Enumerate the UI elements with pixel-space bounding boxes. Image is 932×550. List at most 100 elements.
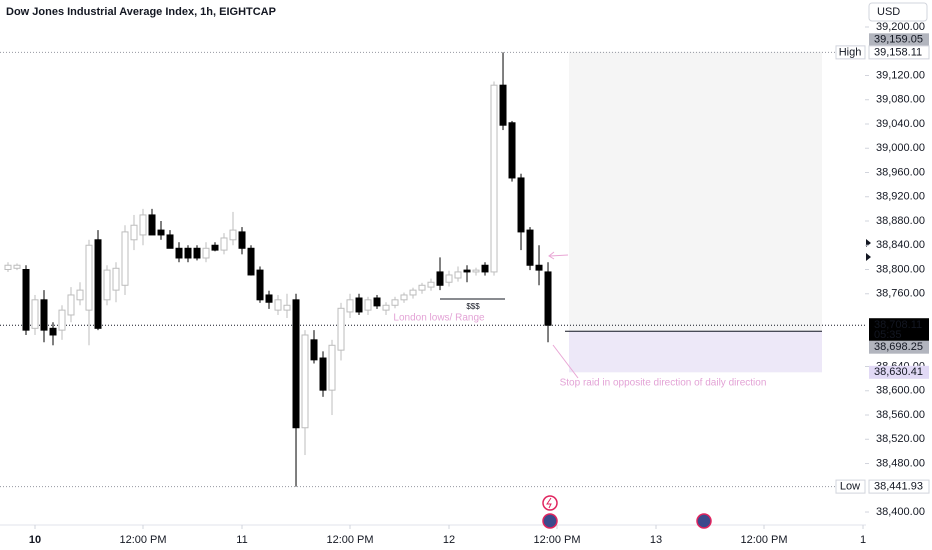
annotation: Stop raid in opposite direction of daily…	[560, 378, 767, 389]
candle-body	[382, 304, 390, 311]
candle-body	[193, 247, 201, 259]
candle-body	[265, 294, 273, 303]
candle-body	[328, 344, 336, 391]
price-badge	[868, 479, 930, 494]
y-tick-label: 38,960.00	[876, 166, 925, 178]
y-tick-label: 39,040.00	[876, 118, 925, 130]
y-tick-label: 39,120.00	[876, 69, 925, 81]
candle-body	[535, 264, 543, 271]
price-tag: Low	[840, 481, 860, 493]
candle-body	[283, 304, 291, 311]
currency[interactable]: USD	[877, 6, 900, 18]
x-tick-label: 12:00 PM	[326, 534, 373, 546]
x-tick-label: 13	[650, 534, 662, 546]
x-tick-label: 12:00 PM	[119, 534, 166, 546]
candle-body	[166, 234, 174, 249]
price-badge-label: 39,159.05	[874, 34, 923, 46]
candle-body	[445, 274, 453, 283]
y-tick-label: 38,920.00	[876, 191, 925, 203]
annotation: London lows/ Range	[393, 313, 485, 324]
price-badge-label: 38,630.41	[874, 366, 923, 378]
chart-title: Dow Jones Industrial Average Index, 1h, …	[6, 6, 276, 18]
currency-box[interactable]	[868, 2, 928, 22]
price-badge	[868, 45, 930, 60]
candle-body	[454, 271, 462, 279]
candle-body	[40, 299, 48, 331]
x-tick-label: 10	[29, 534, 41, 546]
candle-body	[409, 289, 417, 296]
annotation-arrow	[548, 251, 569, 260]
x-tick-label: 1	[860, 534, 866, 546]
price-tag: High	[839, 46, 862, 58]
y-tick-label: 38,800.00	[876, 263, 925, 275]
candle-body	[472, 269, 480, 273]
y-tick-label: 38,480.00	[876, 457, 925, 469]
candle-body	[58, 309, 66, 331]
candle-body	[49, 327, 57, 336]
candle-body	[130, 224, 138, 241]
annotation: $$$	[466, 302, 480, 311]
candle-body	[31, 299, 39, 329]
candle-body	[67, 294, 75, 316]
candle-body	[76, 289, 84, 301]
annotation-pointer	[552, 344, 579, 379]
candle-body	[121, 231, 129, 286]
event-flag[interactable]	[542, 513, 558, 529]
zone	[569, 51, 822, 332]
candle-body	[4, 264, 12, 271]
x-tick-label: 12	[443, 534, 455, 546]
candle-body	[355, 297, 363, 313]
candle-body	[400, 294, 408, 301]
y-tick-label: 38,840.00	[876, 239, 925, 251]
candle-body	[103, 269, 111, 301]
y-tick-label: 39,000.00	[876, 142, 925, 154]
candle-body	[202, 247, 210, 259]
event-bolt	[546, 497, 552, 509]
candle-body	[517, 177, 525, 233]
candle-body	[373, 297, 381, 307]
candle-body	[427, 281, 435, 288]
price-badge	[869, 365, 929, 379]
candle-body	[238, 231, 246, 249]
y-tick-label: 39,200.00	[876, 21, 925, 33]
candle-body	[436, 271, 444, 286]
candle-body	[94, 239, 102, 329]
candle-body	[247, 247, 255, 276]
y-tick-label: 38,520.00	[876, 433, 925, 445]
y-tick-label: 38,880.00	[876, 215, 925, 227]
candle-body	[481, 264, 489, 273]
candle-body	[346, 299, 354, 313]
candle-body	[13, 264, 21, 269]
event-flag[interactable]	[696, 513, 712, 529]
price-badge	[869, 318, 929, 343]
candle-body	[310, 339, 318, 361]
candle-body	[364, 299, 372, 311]
price-badge-label: 39,158.11	[874, 46, 922, 58]
candle-body	[544, 271, 552, 326]
candle-body	[391, 299, 399, 306]
candle-body	[175, 247, 183, 259]
candle-body	[148, 214, 156, 236]
price-badge-label: 38,698.25	[874, 341, 923, 353]
y-tick-label: 38,400.00	[876, 506, 925, 518]
candle-body	[274, 299, 282, 311]
candle-body	[256, 269, 264, 301]
y-tick-label: 38,600.00	[876, 385, 925, 397]
candle-body	[508, 122, 516, 179]
candle-body	[85, 244, 93, 311]
candle-body	[490, 84, 498, 273]
zone	[569, 331, 822, 373]
axis-markers	[866, 239, 871, 261]
countdown: 05:35	[874, 329, 902, 341]
candle-body	[229, 229, 237, 241]
candle-body	[22, 269, 30, 331]
y-tick-label: 39,080.00	[876, 94, 925, 106]
candle-body	[184, 247, 192, 259]
x-tick-label: 11	[236, 534, 247, 546]
candle-body	[499, 84, 507, 126]
x-tick-label: 12:00 PM	[740, 534, 787, 546]
candle-body	[157, 229, 165, 236]
price-badge	[869, 33, 929, 47]
event-icon[interactable]	[542, 495, 558, 511]
